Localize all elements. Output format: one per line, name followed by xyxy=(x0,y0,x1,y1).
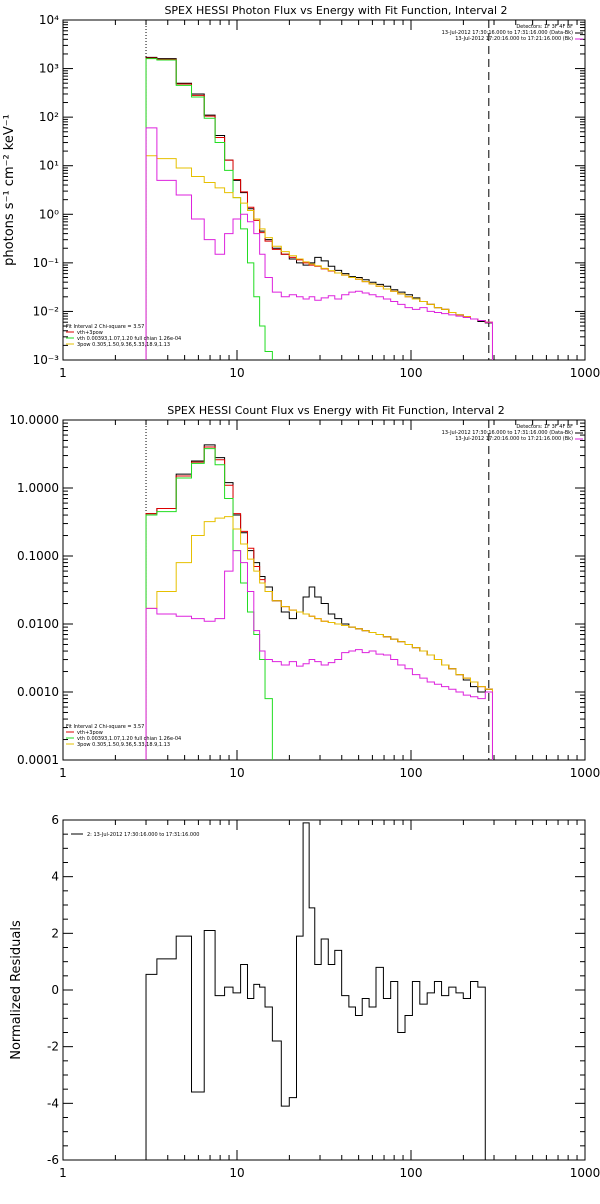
legend-label: 2: 13-Jul-2012 17:30:16.000 to 17:31:16.… xyxy=(87,832,199,838)
plot-frame xyxy=(62,819,586,1161)
y-tick-label: -6 xyxy=(47,1153,59,1167)
y-tick-label: 4 xyxy=(51,870,59,884)
y-tick-label: 10⁴ xyxy=(39,13,59,27)
detector-header-line: 13-Jul-2012 17:20:16.000 to 17:21:16.000… xyxy=(455,36,573,42)
fit-legend-line: Fit Interval 2 Chi-square = 3.57 xyxy=(66,724,144,730)
y-tick-label: 6 xyxy=(51,813,59,827)
y-tick-label: 1.0000 xyxy=(17,481,59,495)
series-line-0 xyxy=(145,444,493,760)
plot-frame xyxy=(62,19,586,361)
panel-2: SPEX HESSI Count Flux vs Energy with Fit… xyxy=(9,404,600,780)
detector-header-line: 13-Jul-2012 17:30:16.000 to 17:31:16.000… xyxy=(442,30,573,36)
series-line-2 xyxy=(145,448,273,760)
series-line-3 xyxy=(145,155,493,360)
y-tick-label: 0.0100 xyxy=(17,617,59,631)
fit-legend-line: Fit Interval 2 Chi-square = 3.57 xyxy=(66,324,144,330)
series-line-4 xyxy=(145,550,493,760)
series-line-1 xyxy=(145,446,493,760)
x-tick-label: 100 xyxy=(400,766,423,780)
y-tick-label: 0 xyxy=(51,983,59,997)
x-tick-label: 1000 xyxy=(570,366,600,380)
x-tick-label: 10 xyxy=(229,366,244,380)
y-tick-label: 2 xyxy=(51,926,59,940)
fit-legend-line: vth 0.00393,1.07,1.20 full chian 1.26e-0… xyxy=(77,336,181,342)
y-tick-label: 10⁻³ xyxy=(33,353,60,367)
y-axis-label: photons s⁻¹ cm⁻² keV⁻¹ xyxy=(2,114,17,266)
series-line-4 xyxy=(145,127,493,360)
fit-legend-line: 3pow 0.305,1.50,9.36,5.33,18.9,1.13 xyxy=(77,742,170,748)
series-line-0 xyxy=(145,56,493,360)
fit-legend-line: vth+3pow xyxy=(77,330,103,336)
detector-header-line: 13-Jul-2012 17:20:16.000 to 17:21:16.000… xyxy=(455,436,573,442)
y-tick-label: 10⁻² xyxy=(33,304,60,318)
x-tick-label: 1 xyxy=(59,366,67,380)
y-tick-label: -4 xyxy=(47,1096,59,1110)
chart-title: SPEX HESSI Count Flux vs Energy with Fit… xyxy=(167,404,504,417)
series-line-2 xyxy=(145,58,273,360)
x-tick-label: 1 xyxy=(59,766,67,780)
panel-1: SPEX HESSI Photon Flux vs Energy with Fi… xyxy=(2,4,600,380)
plot-frame xyxy=(62,419,586,761)
detector-header-line: Detectors: 1F 3F 4F 8F xyxy=(516,424,573,430)
y-tick-label: 10.0000 xyxy=(9,413,59,427)
x-tick-label: 1 xyxy=(59,1166,67,1180)
x-tick-label: 1000 xyxy=(570,766,600,780)
x-tick-label: 1000 xyxy=(570,1166,600,1180)
detector-header-line: Detectors: 1F 3F 4F 8F xyxy=(516,24,573,30)
fit-legend-line: vth+3pow xyxy=(77,730,103,736)
y-tick-label: 10⁻¹ xyxy=(33,256,60,270)
detector-header-line: 13-Jul-2012 17:30:16.000 to 17:31:16.000… xyxy=(442,430,573,436)
y-tick-label: 10² xyxy=(39,110,59,124)
series-line-0 xyxy=(145,822,493,1160)
y-tick-label: 10¹ xyxy=(39,159,59,173)
x-tick-label: 10 xyxy=(229,766,244,780)
fit-legend-line: 3pow 0.305,1.50,9.36,5.33,18.9,1.13 xyxy=(77,342,170,348)
y-tick-label: -2 xyxy=(47,1040,59,1054)
y-tick-label: 10⁰ xyxy=(39,207,59,221)
fit-legend-line: vth 0.00393,1.07,1.20 full chian 1.26e-0… xyxy=(77,736,181,742)
x-tick-label: 10 xyxy=(229,1166,244,1180)
x-tick-label: 100 xyxy=(400,1166,423,1180)
panel-3: Normalized Residuals 1 10 100 1000 -6 -4 -2 0 2 4 6… xyxy=(9,813,600,1180)
series-line-3 xyxy=(145,516,493,760)
y-tick-label: 0.1000 xyxy=(17,549,59,563)
y-tick-label: 0.0010 xyxy=(17,685,59,699)
y-tick-label: 0.0001 xyxy=(17,753,59,767)
x-tick-label: 100 xyxy=(400,366,423,380)
y-axis-label: Normalized Residuals xyxy=(9,920,24,1060)
series-line-1 xyxy=(145,57,493,360)
y-tick-label: 10³ xyxy=(39,62,59,76)
chart-title: SPEX HESSI Photon Flux vs Energy with Fi… xyxy=(164,4,507,17)
